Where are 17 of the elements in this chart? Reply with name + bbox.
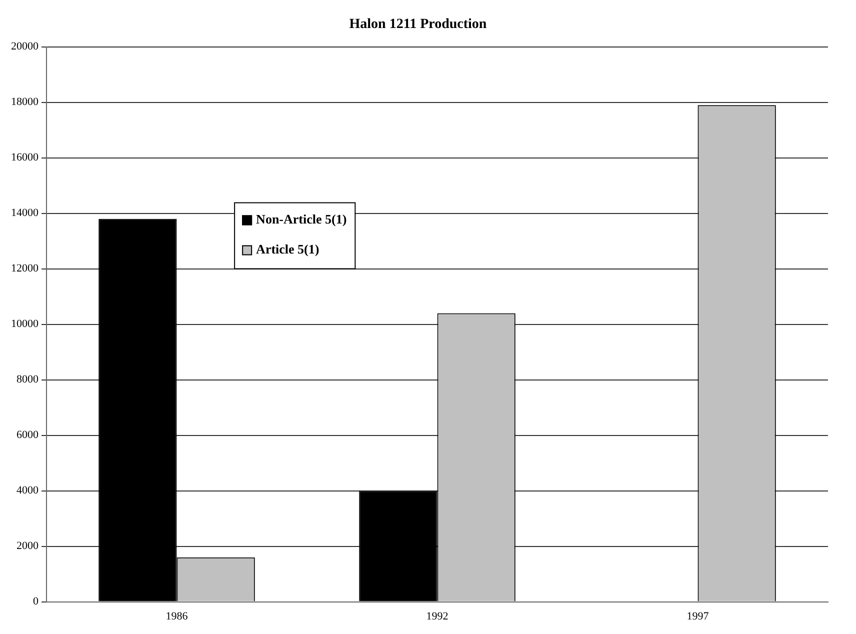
y-tick-label: 2000 bbox=[16, 540, 39, 552]
y-tick-label: 18000 bbox=[11, 96, 39, 108]
y-tick-label: 10000 bbox=[11, 318, 39, 330]
y-tick-label: 20000 bbox=[11, 40, 39, 53]
y-tick-label: 12000 bbox=[11, 262, 39, 275]
legend-label: Article 5(1) bbox=[256, 242, 320, 257]
y-tick-label: 6000 bbox=[16, 429, 39, 442]
y-tick-label: 0 bbox=[33, 596, 39, 608]
legend-label: Non-Article 5(1) bbox=[256, 212, 347, 227]
y-tick-label: 8000 bbox=[16, 374, 39, 386]
y-tick-label: 14000 bbox=[11, 207, 39, 220]
x-tick-label: 1992 bbox=[426, 610, 448, 622]
x-tick-label: 1997 bbox=[686, 610, 710, 622]
y-tick-label: 16000 bbox=[11, 152, 39, 164]
y-tick-label: 4000 bbox=[16, 484, 39, 497]
x-tick-label: 1986 bbox=[166, 610, 188, 622]
chart-title: Halon 1211 Production bbox=[349, 17, 487, 32]
